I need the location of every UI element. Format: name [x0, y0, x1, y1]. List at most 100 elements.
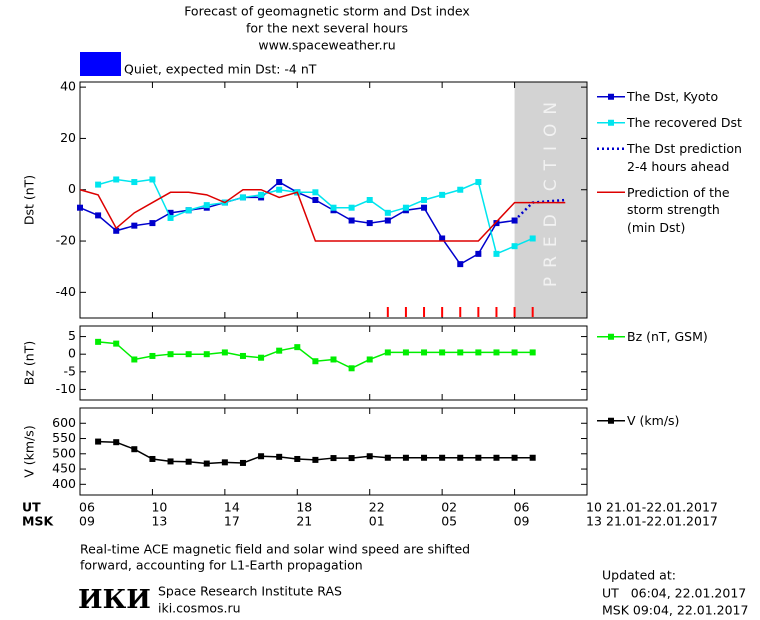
- y-tick-label: 450: [52, 461, 76, 476]
- data-point: [384, 209, 391, 216]
- data-point: [439, 235, 446, 242]
- x-row-label: UT: [22, 500, 41, 515]
- updated-title: Updated at:: [602, 568, 676, 583]
- y-tick-label: -5: [64, 363, 76, 378]
- data-point: [529, 349, 536, 356]
- data-point: [95, 438, 102, 445]
- data-point: [366, 453, 373, 460]
- data-point: [402, 204, 409, 211]
- data-point: [384, 454, 391, 461]
- legend-swatch: [608, 333, 614, 340]
- series-line: [79, 188, 566, 242]
- prediction-region: [514, 82, 587, 318]
- data-point: [457, 349, 464, 356]
- data-point: [475, 349, 482, 356]
- data-point: [77, 204, 83, 211]
- data-point: [167, 458, 174, 465]
- legend-swatch: [608, 417, 614, 424]
- footer-note: forward, accounting for L1-Earth propaga…: [80, 558, 363, 573]
- data-point: [312, 189, 319, 196]
- data-point: [258, 191, 265, 198]
- data-point: [239, 459, 246, 466]
- data-point: [366, 356, 373, 363]
- data-point: [95, 338, 102, 345]
- x-tick-label: 02: [441, 500, 457, 515]
- data-point: [294, 455, 301, 462]
- y-axis-title: Bz (nT): [22, 341, 37, 385]
- data-point: [276, 186, 283, 193]
- data-point: [276, 453, 283, 460]
- data-point: [493, 349, 500, 356]
- legend-swatch: [608, 93, 614, 100]
- data-point: [258, 354, 265, 361]
- plot-frame: [79, 325, 588, 401]
- data-point: [330, 455, 337, 462]
- x-tick-label: 17: [224, 514, 240, 529]
- data-point: [203, 460, 210, 467]
- title-line: for the next several hours: [246, 21, 408, 36]
- data-point: [312, 456, 319, 463]
- status-label: Quiet, expected min Dst: -4 nT: [124, 62, 317, 77]
- data-point: [167, 209, 174, 216]
- data-point: [457, 261, 464, 268]
- y-axis-title: Dst (nT): [22, 175, 37, 225]
- y-tick-label: 0: [68, 346, 76, 361]
- institute: Space Research Institute RAS: [158, 584, 342, 599]
- y-tick-label: -40: [56, 284, 76, 299]
- url: iki.cosmos.ru: [158, 601, 241, 616]
- x-row-label: MSK: [22, 514, 54, 529]
- data-point: [529, 235, 536, 242]
- y-tick-label: 40: [60, 79, 76, 94]
- data-point: [203, 351, 210, 358]
- data-point: [402, 454, 409, 461]
- data-point: [439, 349, 446, 356]
- y-tick-label: 600: [52, 415, 76, 430]
- x-tick-label: 09: [79, 514, 95, 529]
- data-point: [131, 179, 138, 186]
- data-point: [421, 454, 428, 461]
- data-point: [239, 194, 246, 201]
- data-point: [258, 453, 265, 460]
- updated-line: UT 06:04, 22.01.2017: [602, 586, 746, 601]
- data-point: [113, 227, 120, 234]
- data-point: [384, 217, 391, 224]
- data-point: [493, 220, 500, 227]
- x-tick-label: 01: [369, 514, 385, 529]
- data-point: [95, 181, 102, 188]
- data-point: [113, 439, 120, 446]
- updated-line: MSK 09:04, 22.01.2017: [602, 603, 748, 618]
- y-tick-label: 20: [60, 130, 76, 145]
- data-point: [366, 197, 373, 203]
- x-row-date: 21.01-22.01.2017: [606, 514, 718, 529]
- y-tick-label: -10: [56, 381, 76, 396]
- data-point: [439, 191, 446, 198]
- data-point: [475, 250, 482, 257]
- x-tick-label: 09: [514, 514, 530, 529]
- legend-swatch: [608, 119, 614, 126]
- data-point: [95, 212, 102, 219]
- x-tick-label: 06: [514, 500, 530, 515]
- data-point: [131, 222, 138, 229]
- plot-frame: [79, 407, 588, 496]
- x-row-date: 21.01-22.01.2017: [606, 500, 718, 515]
- x-tick-label: 13: [586, 514, 602, 529]
- y-tick-label: 500: [52, 445, 76, 460]
- legend-label: The Dst, Kyoto: [627, 89, 719, 104]
- data-point: [457, 186, 464, 193]
- data-point: [221, 459, 228, 466]
- x-tick-label: 05: [441, 514, 457, 529]
- data-point: [493, 250, 500, 257]
- data-point: [348, 455, 355, 462]
- x-tick-label: 13: [151, 514, 167, 529]
- data-point: [131, 446, 138, 453]
- status-swatch: [80, 52, 121, 76]
- x-tick-label: 10: [151, 500, 167, 515]
- data-point: [511, 454, 518, 461]
- x-tick-label: 10: [586, 500, 602, 515]
- y-tick-label: 400: [52, 476, 76, 491]
- data-point: [149, 176, 156, 183]
- prediction-label: PREDICTION: [541, 93, 561, 287]
- x-tick-label: 14: [224, 500, 240, 515]
- y-tick-label: 550: [52, 430, 76, 445]
